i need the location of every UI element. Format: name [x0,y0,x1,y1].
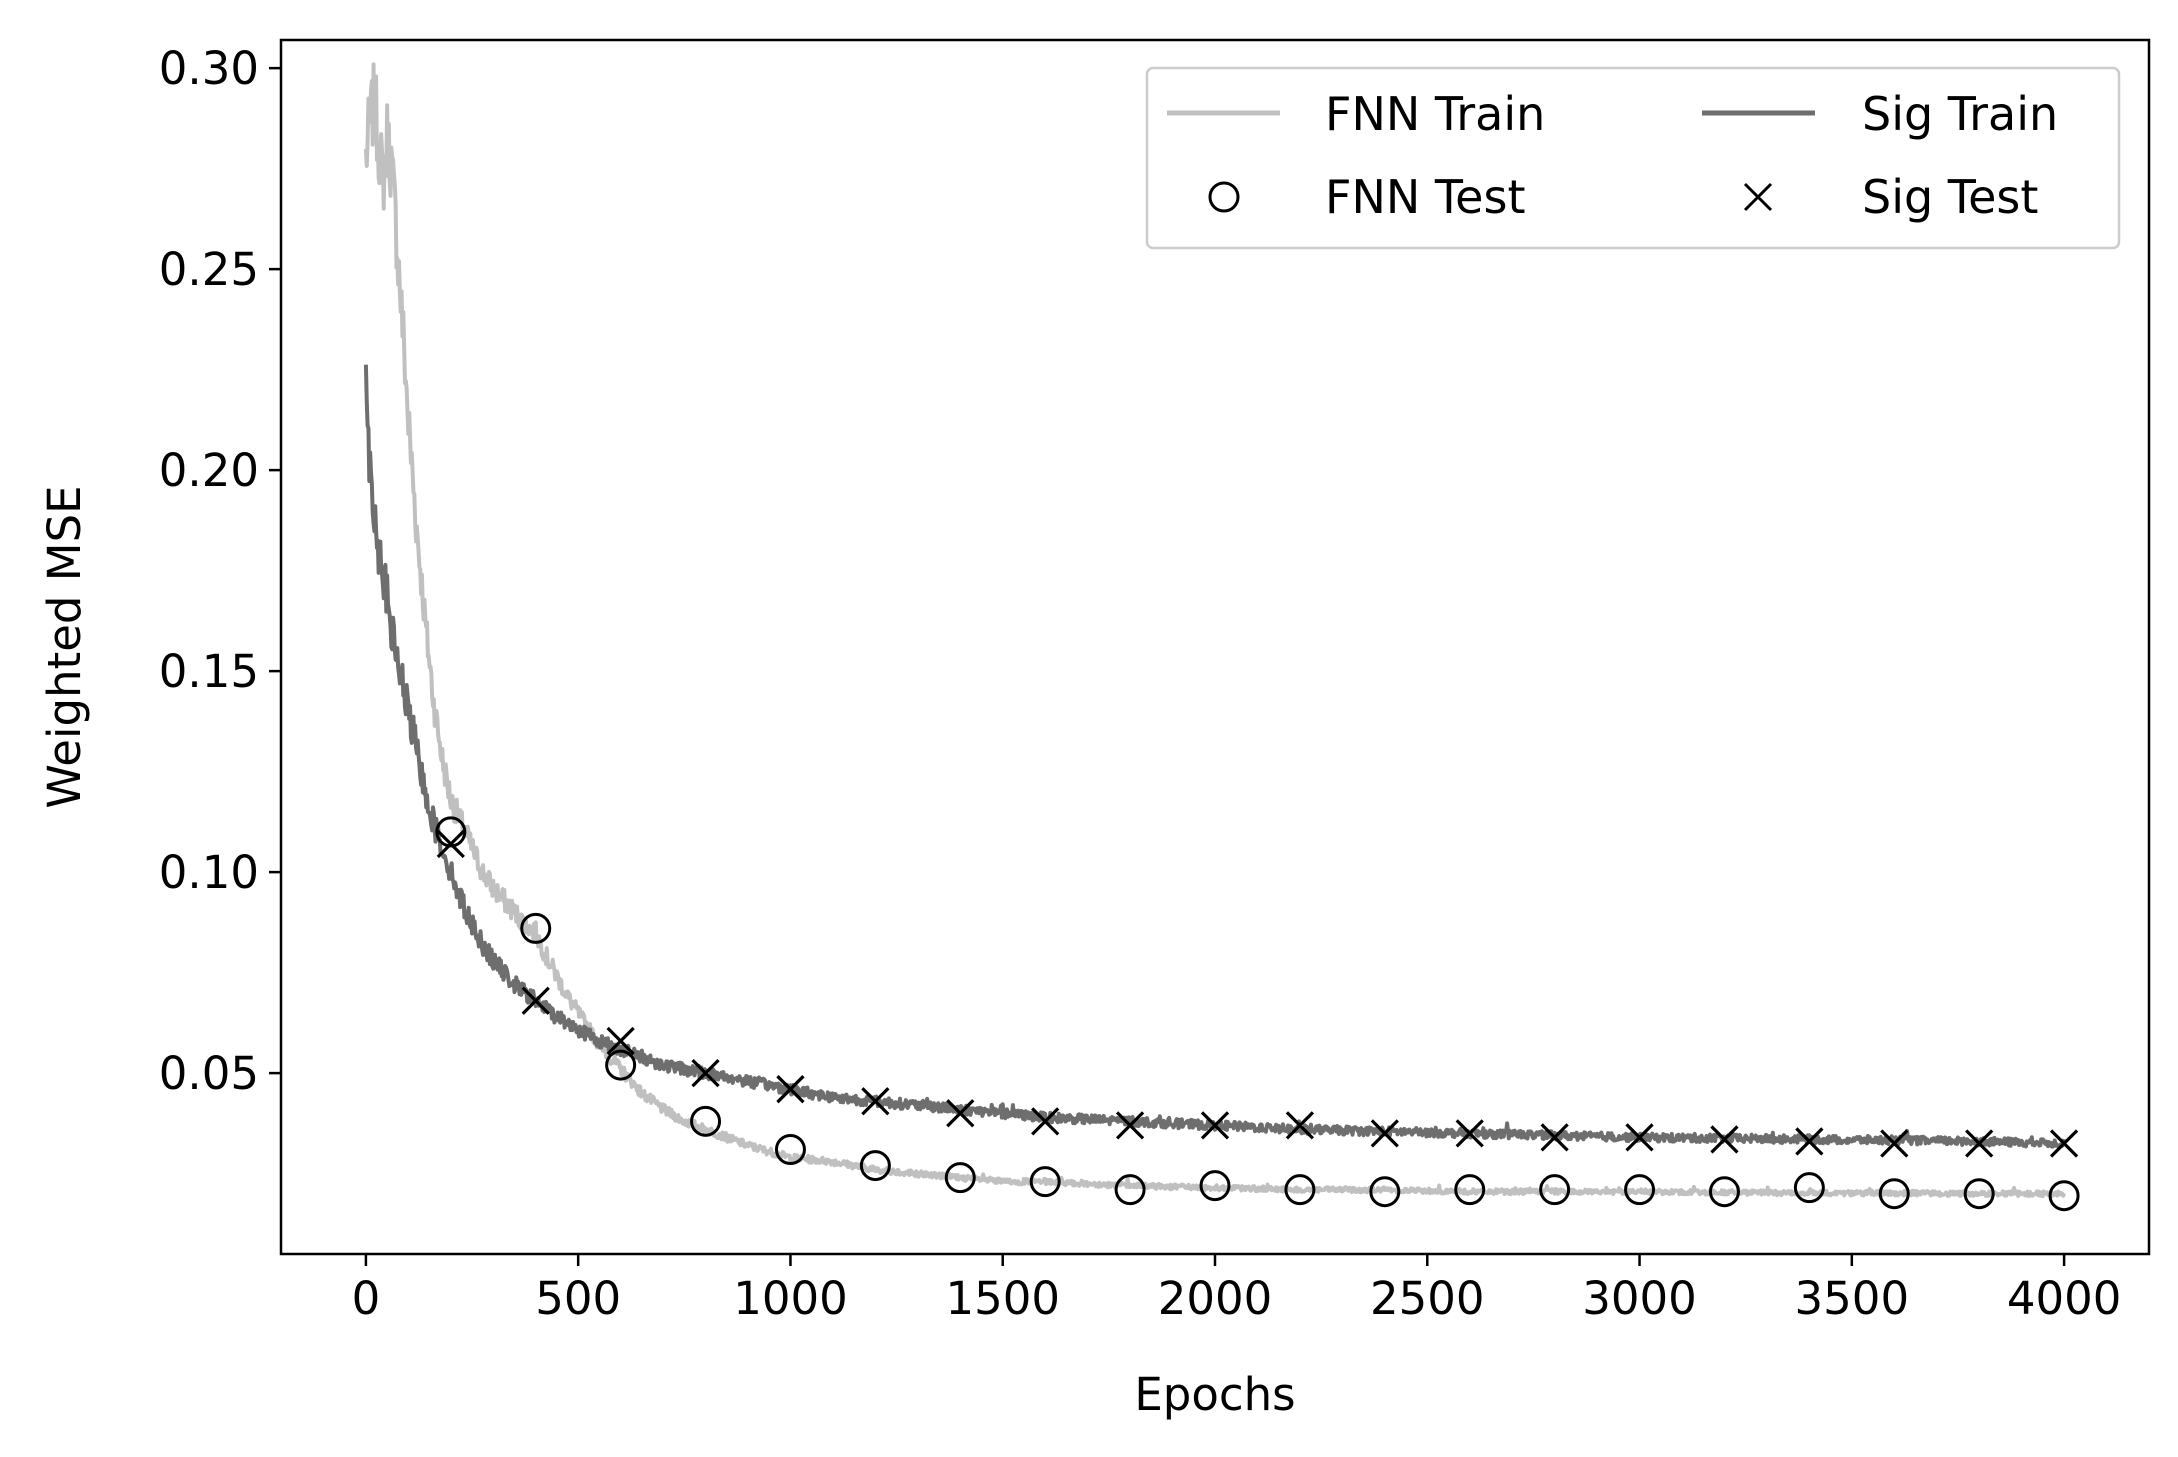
x-axis-ticks: 0 500 1000 1500 2000 2500 3000 3500 4000 [352,1254,2122,1325]
point-sig-test [1455,1119,1484,1148]
point-sig-test [1031,1107,1060,1136]
point-fnn-test [1624,1174,1656,1206]
y-tick-label: 0.15 [159,645,259,698]
point-fnn-test [1963,1178,1995,1210]
point-fnn-test [1284,1174,1316,1206]
point-sig-test [946,1099,975,1128]
point-sig-test [1795,1127,1824,1156]
point-sig-test [1115,1111,1145,1140]
y-tick-label: 0.25 [159,243,259,296]
y-tick-label: 0.30 [159,42,259,95]
legend-label-sig-train: Sig Train [1862,87,2058,141]
point-sig-test [521,986,550,1015]
series-line-fnn-train [363,62,2066,1199]
x-tick-label: 1500 [945,1272,1060,1325]
legend-swatch-fnn-test [1208,181,1240,213]
point-fnn-test [1793,1172,1825,1204]
point-fnn-test [774,1133,806,1165]
point-sig-test [691,1058,720,1088]
series-line-sig-train [363,364,2067,1149]
point-sig-test [1540,1123,1569,1152]
plot-area [363,62,2080,1212]
legend-label-fnn-train: FNN Train [1325,87,1545,141]
point-fnn-test [1878,1178,1910,1210]
y-axis-label: Weighted MSE [38,485,91,808]
point-fnn-test [1539,1174,1571,1206]
x-tick-label: 3000 [1582,1272,1697,1325]
y-tick-label: 0.10 [159,846,259,899]
point-fnn-test [944,1162,976,1194]
x-tick-label: 0 [352,1272,381,1325]
point-sig-test [1200,1111,1230,1140]
point-fnn-test [859,1150,891,1182]
point-fnn-test [1199,1170,1231,1202]
legend-box [1145,66,2121,250]
legend: FNN Train Sig Train FNN Test Sig Test [1145,66,2121,250]
point-sig-test [1710,1125,1739,1154]
x-tick-label: 2500 [1370,1272,1485,1325]
point-fnn-test [1029,1166,1061,1198]
y-tick-label: 0.20 [159,444,259,497]
y-axis-ticks: 0.05 0.10 0.15 0.20 0.25 0.30 [159,42,281,1100]
point-fnn-test [1454,1174,1486,1206]
x-axis-label: Epochs [1134,1368,1295,1421]
point-sig-test [776,1075,805,1104]
point-sig-test [2049,1129,2079,1158]
point-sig-test [1625,1123,1654,1152]
x-tick-label: 4000 [2007,1272,2122,1325]
point-fnn-test [1369,1176,1401,1208]
legend-label-sig-test: Sig Test [1862,170,2038,224]
point-fnn-test [690,1105,722,1137]
point-fnn-test [605,1049,637,1081]
y-tick-label: 0.05 [159,1047,259,1100]
x-tick-label: 3500 [1795,1272,1910,1325]
x-tick-label: 1000 [733,1272,848,1325]
point-sig-test [436,829,465,859]
point-fnn-test [1114,1174,1146,1206]
legend-swatch-sig-test [1743,182,1773,212]
legend-label-fnn-test: FNN Test [1325,170,1526,224]
x-tick-label: 2000 [1158,1272,1273,1325]
point-sig-test [1880,1129,1909,1158]
point-fnn-test [2048,1180,2080,1212]
point-fnn-test [1708,1176,1740,1208]
point-sig-test [606,1026,635,1056]
x-tick-label: 500 [535,1272,621,1325]
point-fnn-test [520,912,552,944]
point-sig-test [1285,1111,1315,1140]
point-sig-test [861,1087,890,1116]
point-sig-test [1965,1129,1994,1158]
point-sig-test [1370,1119,1399,1148]
